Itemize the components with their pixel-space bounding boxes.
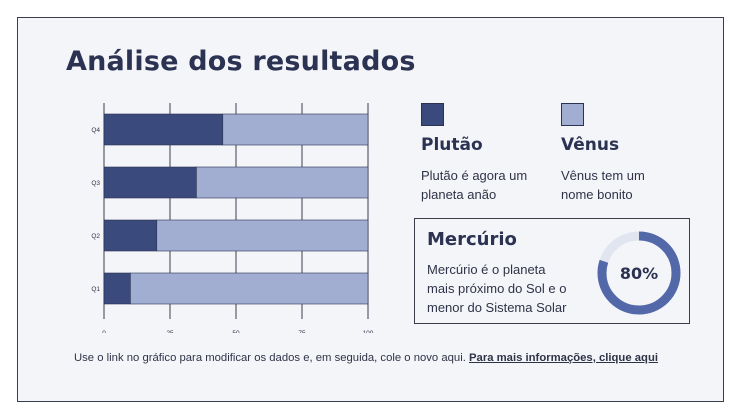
donut-progress-arc (597, 231, 681, 315)
bar-q3-venus (196, 166, 369, 199)
legend-desc-venus-line2: nome bonito (561, 187, 633, 202)
x-tick-label: 50 (232, 330, 240, 333)
legend-swatch-venus (561, 103, 584, 126)
bar-q2-venus (156, 219, 369, 252)
legend-desc-venus-line1: Vênus tem um (561, 168, 645, 183)
legend-desc-plutao-line1: Plutão é agora um (421, 168, 528, 183)
y-tick-label: Q1 (91, 286, 100, 293)
y-tick-label: Q2 (91, 233, 100, 240)
bar-q1-venus (130, 272, 369, 305)
legend-desc-venus: Vênus tem um nome bonito (561, 166, 681, 204)
mercurio-title: Mercúrio (427, 229, 517, 250)
legend-swatch-plutao (421, 103, 444, 126)
mercurio-desc-line2: mais próximo do Sol e o (427, 281, 567, 296)
legend-title-venus: Vênus (561, 135, 620, 155)
x-tick-label: 0 (102, 330, 106, 333)
mercurio-desc-line1: Mercúrio é o planeta (427, 262, 546, 277)
mercurio-desc-line3: menor do Sistema Solar (427, 300, 567, 315)
y-tick-label: Q4 (91, 127, 100, 134)
legend-desc-plutao-line2: planeta anão (421, 187, 497, 202)
bar-q2-plutao (103, 219, 158, 252)
bar-q3-plutao (103, 166, 197, 199)
bar-q4-plutao (103, 113, 224, 146)
slide: Análise dos resultados 0 25 50 75 100 Q1 Q2 Q3 Q… (17, 17, 724, 402)
footer-note: Use o link no gráfico para modificar os … (74, 352, 658, 364)
donut-percent-label: 80% (620, 264, 658, 283)
mercurio-desc: Mercúrio é o planeta mais próximo do Sol… (427, 260, 587, 317)
footer-link[interactable]: Para mais informações, clique aqui (469, 352, 658, 364)
bar-q4-venus (222, 113, 369, 146)
x-tick-label: 100 (363, 330, 374, 333)
y-tick-label: Q3 (91, 180, 100, 187)
legend-title-plutao: Plutão (421, 135, 483, 155)
bar-chart[interactable]: 0 25 50 75 100 Q1 Q2 Q3 Q4 (66, 103, 381, 333)
x-tick-label: 25 (166, 330, 174, 333)
percent-donut: 80% (597, 231, 681, 315)
x-tick-label: 75 (298, 330, 306, 333)
legend-desc-plutao: Plutão é agora um planeta anão (421, 166, 541, 204)
page-title: Análise dos resultados (66, 46, 416, 77)
footer-text: Use o link no gráfico para modificar os … (74, 352, 469, 364)
mercurio-card: Mercúrio Mercúrio é o planeta mais próxi… (414, 218, 690, 324)
bar-q1-plutao (103, 272, 131, 305)
